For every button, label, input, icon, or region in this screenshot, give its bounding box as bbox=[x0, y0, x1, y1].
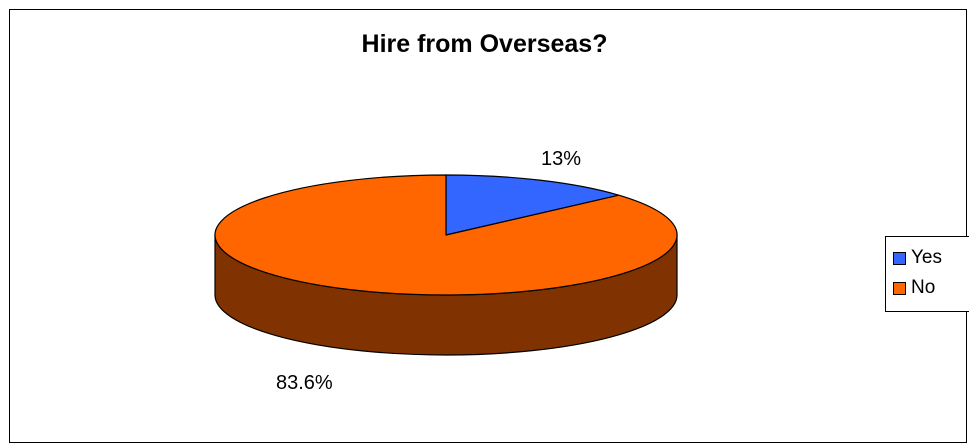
pie-slice-no bbox=[214, 174, 678, 296]
legend-swatch-no bbox=[893, 281, 906, 295]
legend-label-yes: Yes bbox=[911, 247, 942, 268]
legend-item-no: No bbox=[893, 277, 935, 299]
pie-slice-yes bbox=[445, 174, 620, 236]
chart-title: Hire from Overseas? bbox=[361, 30, 608, 58]
legend: Yes No bbox=[885, 236, 969, 312]
legend-label-no: No bbox=[911, 277, 936, 298]
legend-item-yes: Yes bbox=[893, 247, 942, 269]
legend-swatch-yes bbox=[893, 251, 906, 265]
data-label-no: 83.6% bbox=[276, 372, 333, 394]
data-label-yes: 13% bbox=[541, 148, 582, 170]
